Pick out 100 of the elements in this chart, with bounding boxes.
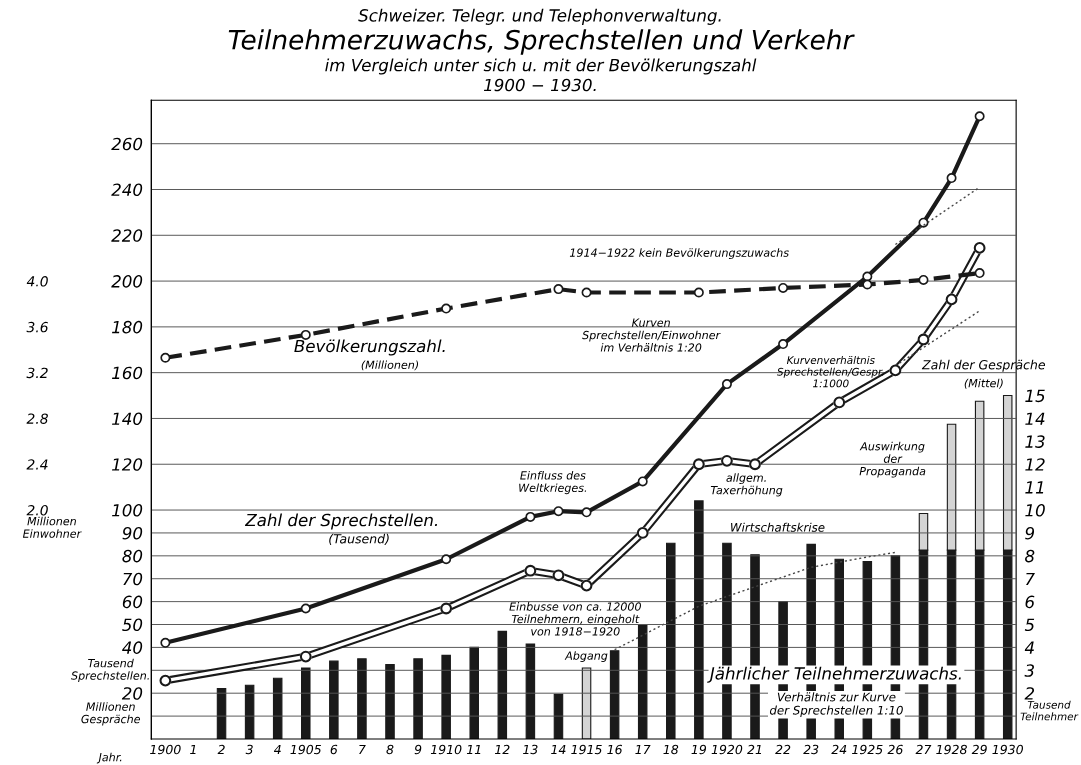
annotation: Einfluss des Weltkrieges. bbox=[519, 470, 587, 495]
bar bbox=[637, 625, 648, 739]
y2-tick-label: 9 bbox=[1025, 526, 1035, 540]
y-axis-title: Tausend Sprechstellen. bbox=[71, 658, 149, 682]
x-tick-label: 9 bbox=[414, 744, 422, 755]
x-tick-label: 1925 bbox=[852, 744, 883, 755]
y-tick-label: 80 bbox=[122, 549, 143, 563]
y2-tick-label: 10 bbox=[1025, 504, 1045, 517]
y-tick-label: 50 bbox=[122, 618, 143, 632]
x-tick-label: 13 bbox=[523, 744, 538, 755]
y-tick-label: 90 bbox=[122, 526, 143, 540]
bar bbox=[329, 660, 339, 739]
y2-tick-label: 7 bbox=[1026, 572, 1035, 586]
y-tick-label: 180 bbox=[112, 320, 143, 334]
x-tick-label: 3 bbox=[245, 744, 253, 755]
x-tick-label: 1920 bbox=[711, 744, 743, 755]
y2-axis-title: Tausend Teilnehmer bbox=[1020, 700, 1079, 721]
annotation: (Millionen) bbox=[361, 360, 419, 371]
chart-subtitle: im Vergleich unter sich u. mit der Bevölkerungszahl 1900 − 1930. bbox=[325, 58, 757, 92]
point bbox=[300, 329, 311, 340]
x-tick-label: 14 bbox=[551, 744, 566, 755]
x-tick-label: 26 bbox=[887, 744, 903, 755]
point bbox=[581, 287, 592, 298]
annotation: allgem. Taxerhöhung bbox=[710, 473, 783, 497]
point bbox=[946, 173, 957, 184]
x-tick-label: 23 bbox=[803, 744, 819, 755]
x-tick-label: 2 bbox=[217, 744, 225, 755]
y2-tick-label: 6 bbox=[1025, 595, 1035, 609]
text: Millionen Gespräche bbox=[81, 702, 141, 726]
x-tick-label: 1928 bbox=[936, 744, 967, 755]
point bbox=[553, 506, 564, 517]
annotation: Einbusse von ca. 12000 Teilnehmern, eingeholt von 1918−1920 bbox=[509, 602, 641, 636]
x-tick-label: 24 bbox=[831, 744, 847, 755]
annotation: 1914−1922 kein Bevölkerungszuwachs bbox=[569, 248, 789, 259]
bar bbox=[441, 654, 451, 739]
annotation: (Mittel) bbox=[964, 378, 1003, 389]
point bbox=[160, 637, 171, 648]
bar bbox=[497, 630, 508, 739]
bar bbox=[413, 658, 423, 739]
y3-axis-title: Millionen Einwohner bbox=[22, 516, 82, 538]
bar bbox=[666, 542, 676, 739]
y2-tick-label: 3 bbox=[1024, 664, 1034, 677]
x-tick-label: 1 bbox=[190, 744, 196, 755]
y3-tick-label: 2.4 bbox=[26, 459, 48, 470]
y3-tick-label: 2.0 bbox=[26, 505, 48, 516]
bar bbox=[301, 667, 311, 739]
y2-tick-label: 8 bbox=[1025, 549, 1035, 563]
point bbox=[441, 303, 452, 314]
y-tick-label: 240 bbox=[111, 183, 143, 197]
point bbox=[637, 476, 648, 487]
x-tick-label: 1910 bbox=[430, 744, 462, 755]
x-tick-label: 4 bbox=[273, 744, 281, 755]
y2-tick-label: 15 bbox=[1025, 389, 1045, 403]
x-tick-label: 16 bbox=[607, 744, 623, 755]
y-tick-label: 70 bbox=[123, 572, 143, 586]
point bbox=[693, 287, 704, 298]
bar bbox=[272, 677, 283, 739]
point bbox=[974, 111, 985, 122]
point bbox=[862, 271, 873, 282]
annotation: Abgang bbox=[564, 651, 608, 662]
x-tick-label: 8 bbox=[386, 744, 394, 755]
annotation: Kurven Sprechstellen/Einwohner im Verhältnis 1:20 bbox=[582, 318, 721, 352]
point bbox=[581, 507, 592, 518]
x-tick-label: 1905 bbox=[290, 744, 321, 755]
y-tick-label: 40 bbox=[122, 641, 143, 654]
annotation: (Tausend) bbox=[329, 533, 389, 545]
y2-tick-label: 12 bbox=[1025, 458, 1045, 471]
y3-tick-label: 4.0 bbox=[26, 276, 48, 287]
point bbox=[553, 284, 564, 295]
x-tick-label: 1900 bbox=[150, 744, 181, 755]
x-tick-label: 19 bbox=[691, 744, 707, 755]
y-tick-label: 60 bbox=[122, 595, 143, 609]
y2-tick-label: 14 bbox=[1025, 412, 1045, 425]
y-tick-label: 100 bbox=[112, 504, 143, 517]
point bbox=[525, 511, 536, 522]
x-axis-title: Jahr. bbox=[96, 752, 122, 764]
bar bbox=[694, 500, 704, 739]
text: Schweizer. Telegr. und Telephonverwaltung. bbox=[358, 8, 721, 25]
point bbox=[441, 554, 452, 565]
point bbox=[300, 603, 311, 614]
series-label: Bevölkerungszahl. bbox=[294, 339, 445, 356]
y2-tick-label: 2 bbox=[1024, 687, 1035, 700]
x-tick-label: 21 bbox=[747, 744, 762, 755]
y-tick-label: 20 bbox=[121, 687, 143, 700]
x-tick-label: 22 bbox=[775, 744, 791, 755]
point bbox=[778, 282, 789, 293]
y-tick-label: 220 bbox=[111, 229, 143, 242]
point bbox=[778, 339, 789, 350]
x-tick-label: 27 bbox=[915, 744, 932, 755]
y2-tick-label: 5 bbox=[1024, 618, 1035, 632]
x-tick-label: 29 bbox=[971, 744, 987, 755]
y-tick-label: 260 bbox=[111, 137, 143, 151]
annotation: Auswirkung der Propaganda bbox=[859, 441, 926, 478]
x-tick-label: 17 bbox=[635, 744, 651, 755]
annotation: Verhältnis zur Kurve der Sprechstellen 1:10 bbox=[769, 692, 903, 717]
point bbox=[862, 279, 873, 290]
x-tick-label: 6 bbox=[330, 744, 338, 755]
y-tick-label: 200 bbox=[111, 275, 143, 288]
bar bbox=[357, 658, 367, 739]
point bbox=[974, 268, 985, 279]
